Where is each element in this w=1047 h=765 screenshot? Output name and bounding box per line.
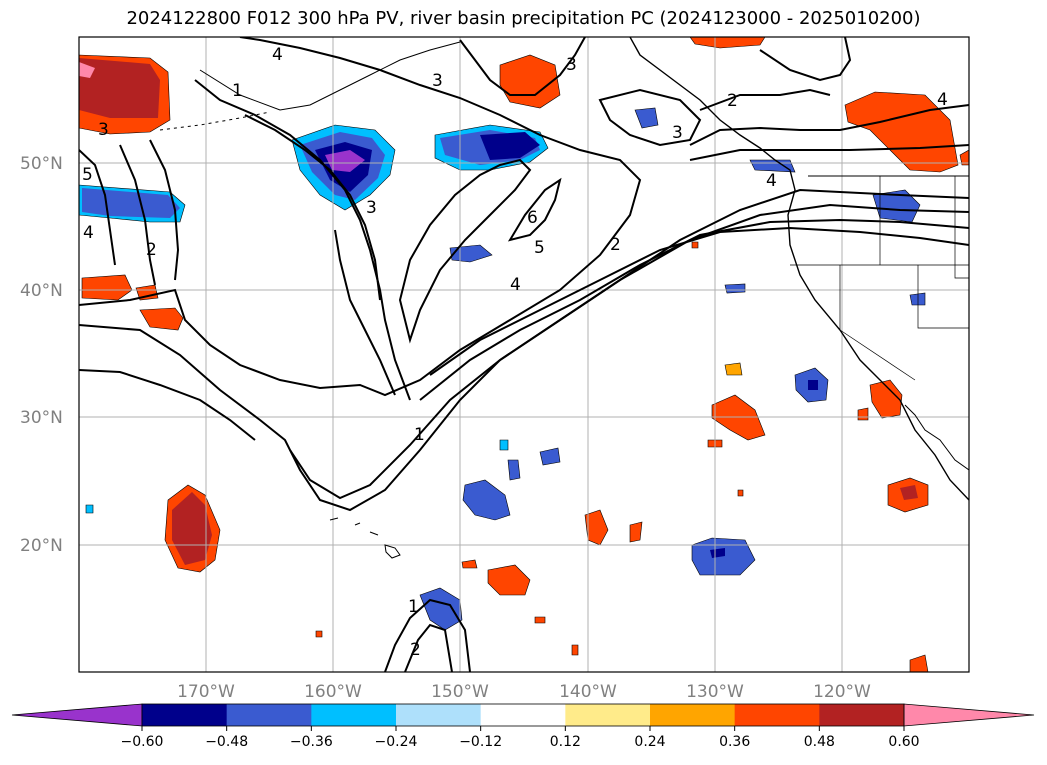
colorbar-segments: [11, 703, 1035, 727]
contour-label-3-n: 3: [566, 55, 577, 75]
colorbar-segment: [734, 704, 820, 726]
pv-contours: [79, 37, 969, 672]
colorbar-frame: [141, 703, 905, 727]
lon-label-130w: 130°W: [686, 682, 744, 702]
contour-label-4-left: 4: [83, 223, 94, 243]
contour-label-5: 5: [534, 238, 545, 258]
hawaii-islands: [329, 517, 401, 559]
contour-2-jet: [289, 203, 969, 500]
contour-label-3-ne: 3: [672, 123, 683, 143]
contour-label-2-ne: 2: [727, 91, 738, 111]
colorbar-tick-label: −0.60: [121, 734, 164, 750]
contour-1-main: [79, 37, 642, 397]
colorbar-extend-high: [903, 703, 1035, 727]
map-plot-area: 1 4 3 3 5 4 2 3 6 5 4 2 1 3 2 3 4 4 1 2: [79, 37, 969, 672]
colorbar: −0.60 −0.48 −0.36 −0.24 −0.12 0.12 0.24 0.36 0.4…: [11, 703, 1035, 750]
colorbar-tick-label: 0.60: [888, 734, 919, 750]
contour-1-south: [79, 188, 969, 512]
lat-label-30: 30°N: [20, 408, 63, 428]
colorbar-tick-label: 0.48: [804, 734, 835, 750]
colorbar-tick-label: −0.36: [290, 734, 333, 750]
contour-label-3-center: 3: [366, 198, 377, 218]
colorbar-segment: [142, 704, 228, 726]
contour-label-3-top: 3: [432, 71, 443, 91]
lon-label-140w: 140°W: [559, 682, 617, 702]
lat-label-50: 50°N: [20, 154, 63, 174]
colorbar-segment: [396, 704, 482, 726]
contour-label-2: 2: [610, 235, 621, 255]
colorbar-extend-low: [11, 703, 143, 727]
contour-label-4-coast: 4: [766, 171, 777, 191]
lon-label-150w: 150°W: [431, 682, 489, 702]
colorbar-segment: [650, 704, 736, 726]
colorbar-tick-label: 0.24: [634, 734, 665, 750]
shade-positive-w1: [81, 274, 133, 301]
lon-label-120w: 120°W: [813, 682, 871, 702]
colorbar-segment: [565, 704, 651, 726]
contour-label-1: 1: [232, 81, 243, 101]
colorbar-segment: [226, 704, 312, 726]
map-frame: [78, 36, 970, 673]
colorbar-segment: [480, 704, 566, 726]
contour-label-4: 4: [510, 275, 521, 295]
colorbar-segment: [819, 704, 905, 726]
alaska-peninsula: [199, 41, 461, 111]
lat-label-20: 20°N: [20, 536, 63, 556]
contour-label-4-top: 4: [272, 45, 283, 65]
precip-shading: [79, 37, 969, 672]
colorbar-tick-label: −0.48: [205, 734, 248, 750]
contour-label-5-left: 5: [82, 165, 93, 185]
contour-label-6: 6: [527, 208, 538, 228]
colorbar-tick-label: 0.36: [719, 734, 750, 750]
colorbar-tick-label: −0.24: [375, 734, 418, 750]
contour-label-2-left: 2: [146, 240, 157, 260]
contour-6: [507, 177, 562, 242]
contour-label-4-ne: 4: [937, 90, 948, 110]
contour-label-1-south: 1: [408, 597, 419, 617]
shade-positive-ne: [844, 91, 959, 173]
map-title: 2024122800 F012 300 hPa PV, river basin …: [126, 8, 921, 29]
contour-label-1-center: 1: [414, 425, 425, 445]
longitude-labels: 170°W 160°W 150°W 140°W 130°W 120°W: [177, 682, 871, 702]
colorbar-ticks: −0.60 −0.48 −0.36 −0.24 −0.12 0.12 0.24 0.36 0.4…: [121, 726, 920, 750]
lon-label-160w: 160°W: [304, 682, 362, 702]
lon-label-170w: 170°W: [177, 682, 235, 702]
colorbar-tick-label: −0.12: [459, 734, 502, 750]
contour-labels: 1 4 3 3 5 4 2 3 6 5 4 2 1 3 2 3 4 4 1 2: [82, 45, 948, 660]
lat-label-40: 40°N: [20, 281, 63, 301]
contour-label-3-left: 3: [98, 120, 109, 140]
north-america-coast: [629, 37, 969, 501]
contour-label-2-south: 2: [410, 640, 421, 660]
colorbar-tick-label: 0.12: [550, 734, 581, 750]
latitude-labels: 50°N 40°N 30°N 20°N: [20, 154, 63, 556]
graticule: [79, 37, 969, 672]
colorbar-segment: [311, 704, 397, 726]
